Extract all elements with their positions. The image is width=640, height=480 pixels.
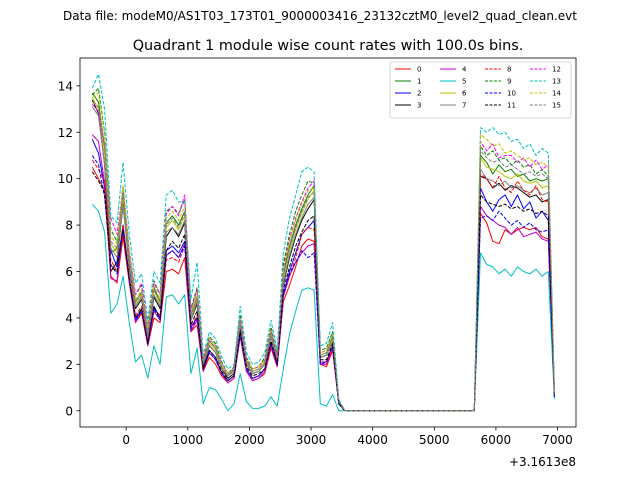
y-tick-label: 2 — [65, 358, 73, 372]
x-tick-label: 6000 — [481, 433, 512, 447]
x-tick-label: 4000 — [357, 433, 388, 447]
legend-label-12: 12 — [552, 66, 561, 74]
x-tick-label: 5000 — [419, 433, 450, 447]
y-tick-label: 10 — [58, 172, 73, 186]
x-axis-offset-label: +3.1613e8 — [509, 455, 576, 469]
legend-label-1: 1 — [417, 78, 421, 86]
legend-label-5: 5 — [462, 78, 466, 86]
legend-label-0: 0 — [417, 66, 421, 74]
legend-label-7: 7 — [462, 102, 466, 110]
series-line-5 — [91, 203, 555, 412]
y-axis-ticks: 0 2 4 6 8 10 12 14 — [58, 79, 80, 418]
y-tick-label: 12 — [58, 126, 73, 140]
legend-frame — [389, 61, 572, 119]
legend-label-4: 4 — [462, 66, 467, 74]
y-tick-label: 0 — [65, 404, 73, 418]
legend-label-2: 2 — [417, 90, 421, 98]
legend-label-13: 13 — [552, 78, 561, 86]
legend-label-3: 3 — [417, 102, 421, 110]
legend-label-6: 6 — [462, 90, 467, 98]
x-tick-label: 2000 — [234, 433, 265, 447]
y-tick-label: 6 — [65, 265, 73, 279]
series-layer — [91, 73, 555, 412]
y-tick-label: 14 — [58, 79, 73, 93]
x-tick-label: 1000 — [173, 433, 204, 447]
plot-area — [79, 57, 577, 428]
series-line-11 — [91, 171, 555, 412]
y-tick-label: 8 — [65, 219, 73, 233]
x-tick-label: 3000 — [296, 433, 327, 447]
x-axis-ticks: 0 1000 2000 3000 4000 5000 6000 7000 — [122, 427, 573, 447]
y-tick-label: 4 — [65, 311, 73, 325]
chart-suptitle: Data file: modeM0/AS1T03_173T01_90000034… — [63, 9, 577, 23]
legend-label-10: 10 — [507, 90, 516, 98]
legend-label-8: 8 — [507, 66, 511, 74]
x-tick-label: 0 — [122, 433, 130, 447]
series-line-15 — [92, 101, 555, 412]
series-line-13 — [91, 73, 555, 412]
series-line-9 — [91, 87, 555, 412]
chart-title: Quadrant 1 module wise count rates with … — [133, 38, 524, 54]
legend-label-15: 15 — [552, 102, 561, 110]
series-line-14 — [91, 92, 555, 412]
legend-label-11: 11 — [507, 102, 516, 110]
x-tick-label: 7000 — [542, 433, 573, 447]
legend-label-14: 14 — [552, 90, 561, 98]
legend-label-9: 9 — [507, 78, 511, 86]
axes-frame — [79, 57, 577, 428]
